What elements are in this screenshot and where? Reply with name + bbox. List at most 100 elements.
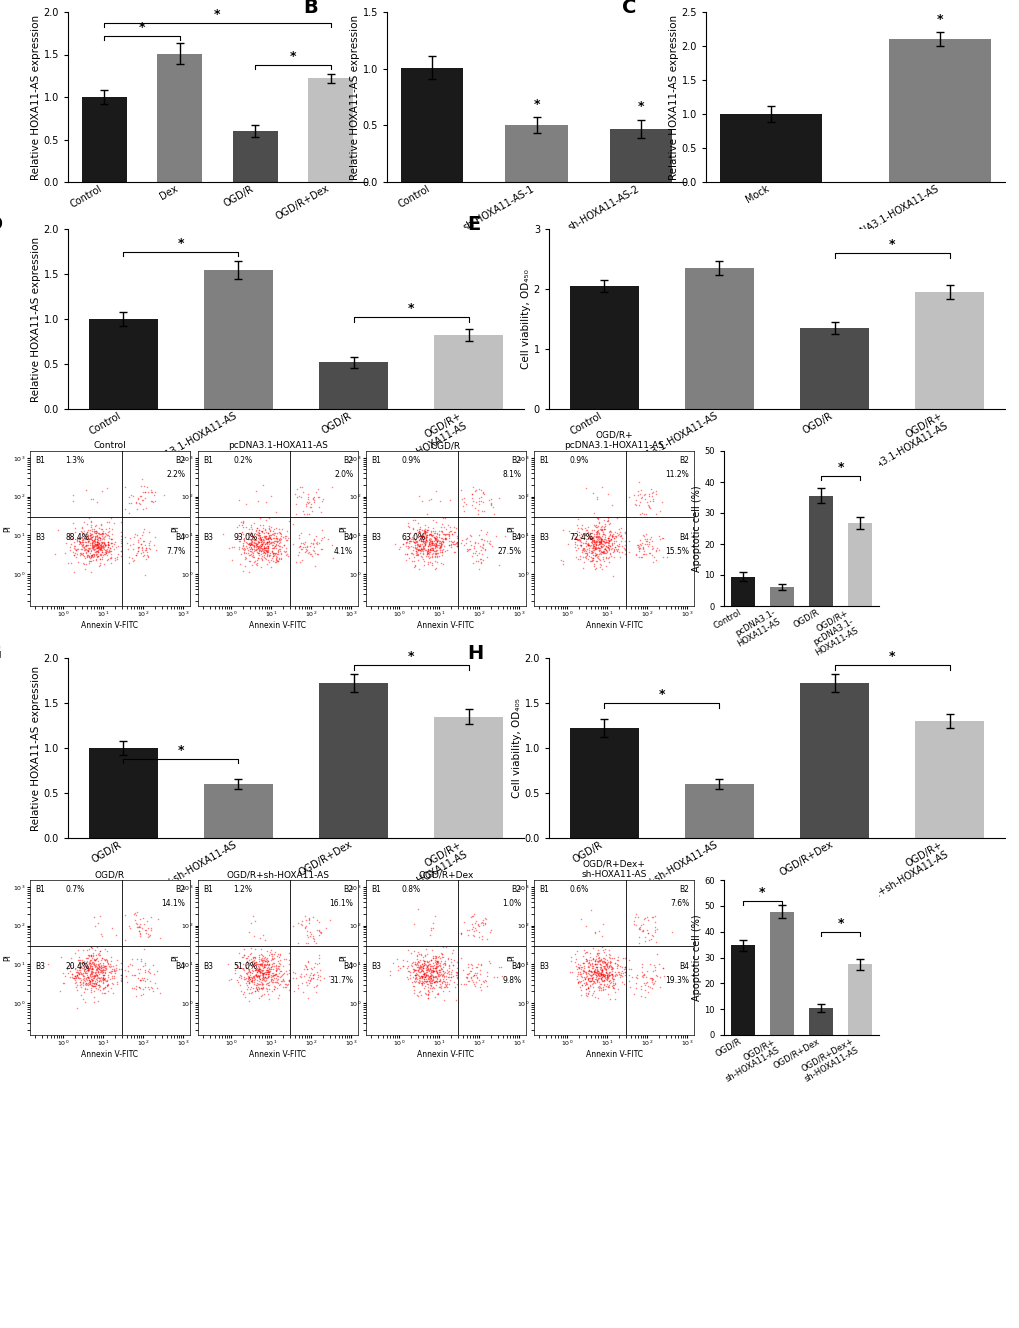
Point [416, 537, 432, 558]
Point [434, 954, 450, 975]
Point [266, 542, 282, 563]
Point [85, 535, 101, 556]
Point [412, 950, 428, 971]
Point [589, 517, 605, 538]
Point [586, 537, 602, 558]
Point [263, 955, 279, 976]
Point [254, 965, 270, 987]
Point [312, 960, 328, 981]
Point [429, 964, 445, 985]
Point [249, 537, 265, 558]
Point [105, 957, 121, 979]
Point [294, 981, 311, 1003]
Point [230, 537, 247, 558]
Point [465, 965, 481, 987]
Point [448, 535, 465, 556]
Point [88, 976, 104, 997]
Point [81, 530, 97, 551]
Point [104, 518, 120, 539]
Point [229, 972, 246, 993]
Point [600, 538, 616, 559]
Point [593, 540, 609, 562]
Point [298, 956, 314, 977]
Point [593, 957, 609, 979]
Point [426, 550, 442, 571]
Point [605, 948, 622, 969]
Point [297, 959, 313, 980]
Point [139, 544, 155, 566]
Point [261, 954, 277, 975]
Point [412, 972, 428, 993]
Point [95, 534, 111, 555]
Point [566, 534, 582, 555]
Bar [848, 523, 871, 606]
Point [598, 969, 614, 991]
Point [620, 486, 636, 507]
Point [89, 537, 105, 558]
Point [93, 538, 109, 559]
Point [458, 493, 474, 514]
Point [252, 539, 268, 560]
Point [485, 965, 501, 987]
Point [480, 490, 496, 511]
Point [462, 961, 478, 983]
Point [473, 973, 489, 995]
Point [448, 527, 465, 548]
Point [414, 950, 430, 971]
Point [411, 956, 427, 977]
Point [251, 944, 267, 965]
Point [139, 911, 155, 932]
Point [264, 538, 280, 559]
Point [119, 960, 136, 981]
Point [432, 976, 448, 997]
Point [448, 961, 465, 983]
Point [410, 513, 426, 534]
Point [86, 972, 102, 993]
Text: 8.1%: 8.1% [501, 470, 521, 478]
Point [246, 531, 262, 552]
Point [235, 527, 252, 548]
Point [476, 501, 492, 522]
Point [411, 535, 427, 556]
Point [300, 951, 316, 972]
Point [633, 535, 649, 556]
Point [261, 960, 277, 981]
Point [260, 527, 276, 548]
Point [418, 529, 434, 550]
Point [448, 526, 465, 547]
Point [135, 522, 151, 543]
Point [91, 956, 107, 977]
Text: D: D [0, 215, 2, 234]
Point [615, 959, 632, 980]
Point [95, 967, 111, 988]
Point [604, 957, 621, 979]
Point [594, 964, 610, 985]
Point [79, 975, 96, 996]
Point [426, 971, 442, 992]
Point [258, 529, 274, 550]
Point [592, 950, 608, 971]
Point [615, 973, 632, 995]
Point [100, 973, 116, 995]
Point [581, 971, 597, 992]
Point [408, 959, 424, 980]
Point [85, 531, 101, 552]
Point [131, 969, 148, 991]
Point [422, 963, 438, 984]
Point [592, 535, 608, 556]
Point [311, 919, 327, 940]
Point [92, 952, 108, 973]
Point [464, 957, 480, 979]
Point [97, 535, 113, 556]
Point [239, 543, 256, 564]
Point [411, 535, 427, 556]
Point [466, 964, 482, 985]
Point [258, 964, 274, 985]
Point [291, 535, 308, 556]
Bar [769, 912, 793, 1035]
Point [577, 950, 593, 971]
Point [83, 961, 99, 983]
Point [75, 511, 92, 533]
Point [288, 486, 305, 507]
Point [592, 529, 608, 550]
